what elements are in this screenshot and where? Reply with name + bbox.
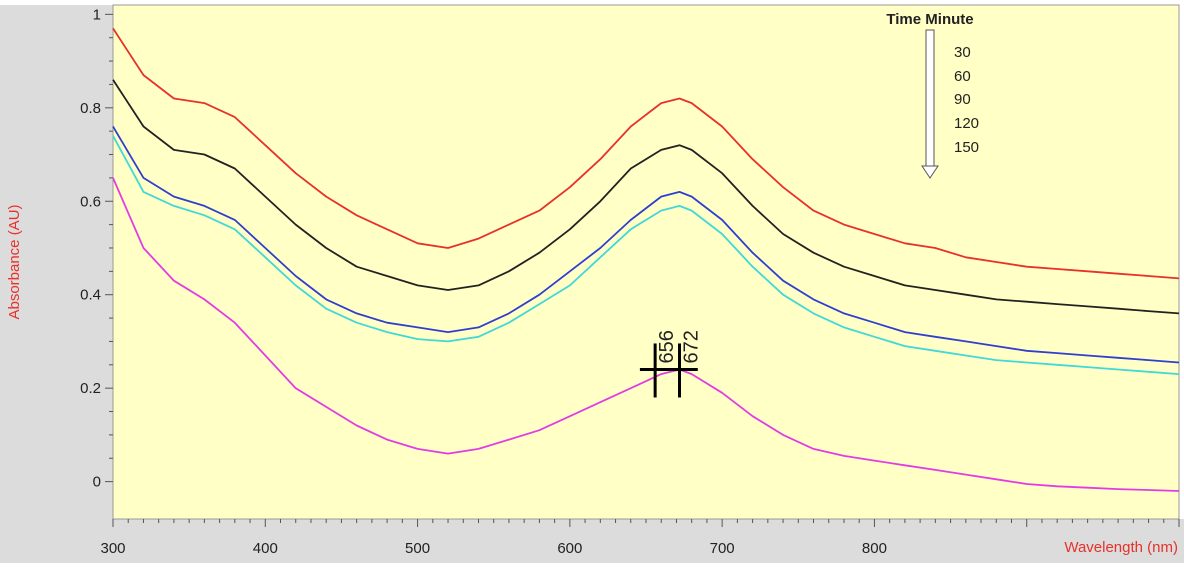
- y-tick-label: 0.4: [80, 287, 101, 304]
- x-tick-label: 300: [100, 540, 125, 557]
- series-line-3: [112, 126, 1180, 364]
- legend-title: Time Minute: [886, 11, 973, 28]
- x-tick-label: 600: [557, 540, 582, 557]
- series-layer: [112, 27, 1180, 492]
- legend-entry-1: 30: [954, 44, 971, 61]
- y-axis-label: Absorbance (AU): [6, 204, 23, 319]
- series-line-1: [112, 27, 1180, 280]
- x-tick-label: 800: [862, 540, 887, 557]
- x-tick-label: 500: [405, 540, 430, 557]
- legend-entry-2: 60: [954, 68, 971, 85]
- y-tick-label: 0.6: [80, 193, 101, 210]
- x-tick-label: 400: [253, 540, 278, 557]
- peak-markers: 656 672: [639, 330, 703, 398]
- legend-arrow-icon: [921, 29, 939, 179]
- legend-entry-4: 120: [954, 115, 979, 132]
- series-line-5: [112, 177, 1180, 492]
- y-tick-label: 0.8: [80, 100, 101, 117]
- legend-entry-5: 150: [954, 139, 979, 156]
- legend-entry-3: 90: [954, 91, 971, 108]
- series-line-2: [112, 79, 1180, 315]
- x-axis-label: Wavelength (nm): [1064, 539, 1178, 556]
- peak-label-2: 672: [681, 330, 703, 363]
- x-tick-label: 700: [710, 540, 735, 557]
- series-line-4: [112, 135, 1180, 375]
- y-tick-label: 0.2: [80, 380, 101, 397]
- axis-ticks: 300 400 500 600 700 800 0 0.2 0.4 0.6 0.8 1: [80, 6, 1180, 557]
- y-tick-label: 1: [93, 6, 101, 23]
- legend: Time Minute 30 60 90 120 150: [886, 11, 979, 179]
- peak-label-1: 656: [656, 330, 678, 363]
- plot-area: [112, 4, 1180, 520]
- x-axis-strip: [0, 519, 1184, 563]
- y-axis-strip: [0, 5, 113, 519]
- y-tick-label: 0: [93, 474, 101, 491]
